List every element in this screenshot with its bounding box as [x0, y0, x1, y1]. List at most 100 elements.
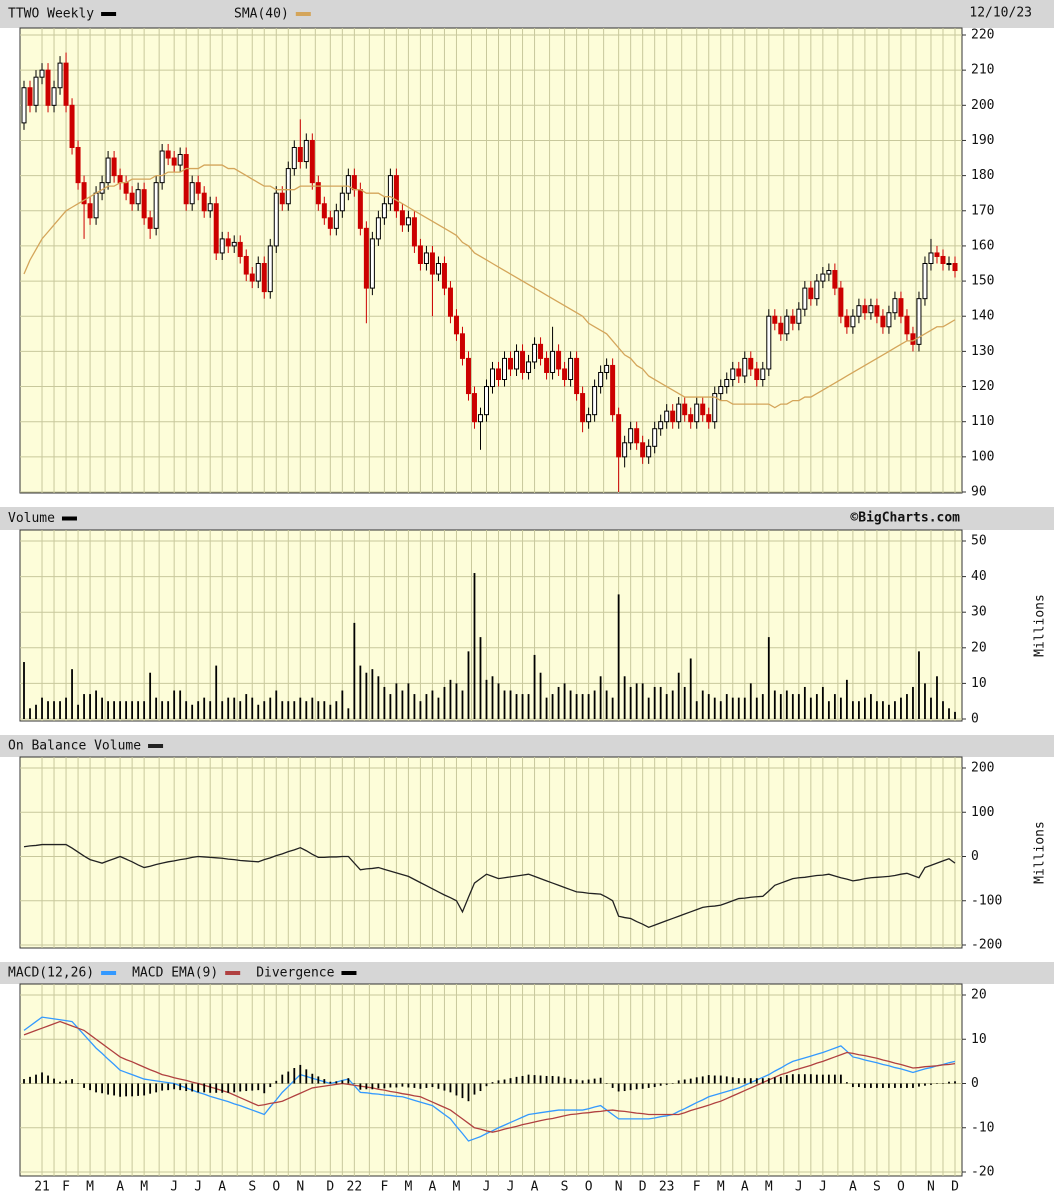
y-tick-label: 190: [971, 133, 994, 148]
candle-body: [117, 175, 123, 184]
bar: [101, 1083, 103, 1094]
x-tick-label: A: [741, 1180, 749, 1195]
candle-body: [670, 410, 676, 423]
bar: [185, 1083, 188, 1092]
y-tick-label: 100: [971, 449, 994, 464]
bar: [65, 1080, 67, 1084]
bar: [35, 704, 37, 719]
candle-body: [868, 305, 874, 314]
bar: [515, 694, 518, 719]
candle-body: [574, 357, 580, 395]
bar: [509, 1078, 512, 1084]
bar: [479, 637, 482, 719]
y-tick-label: 30: [971, 605, 987, 620]
candle-body: [892, 298, 898, 314]
candle-body: [141, 189, 147, 219]
candle-body: [321, 203, 327, 219]
bar: [918, 1083, 920, 1087]
candle-body: [556, 350, 562, 370]
bar: [833, 1074, 836, 1084]
candle-body: [808, 287, 814, 300]
bar: [287, 701, 290, 719]
bar: [653, 1083, 656, 1088]
x-tick-label: F: [62, 1180, 70, 1195]
bar: [425, 694, 428, 719]
bar: [137, 701, 140, 719]
bar: [737, 1078, 740, 1084]
candle-body: [730, 368, 736, 381]
bar: [65, 697, 67, 719]
x-tick-label: 21: [34, 1180, 50, 1195]
candle-body: [267, 245, 273, 293]
bar: [47, 1075, 49, 1084]
bar: [77, 704, 79, 719]
bar: [263, 1083, 266, 1094]
bar: [924, 1083, 926, 1086]
y-tick-label: 180: [971, 168, 994, 183]
bar: [629, 1083, 632, 1091]
candle-body: [435, 263, 441, 275]
bar: [659, 1083, 662, 1086]
bar: [815, 1074, 818, 1084]
candle-body: [796, 308, 802, 324]
bar: [509, 690, 512, 719]
bar: [155, 1083, 158, 1093]
panel-header: [0, 735, 1054, 757]
bar: [629, 686, 632, 719]
bar: [713, 1075, 716, 1084]
candle-body: [387, 175, 393, 205]
candle-body: [159, 150, 165, 184]
bar: [539, 672, 542, 719]
bar: [599, 676, 602, 719]
candle-body: [622, 442, 628, 458]
x-tick-label: M: [717, 1180, 725, 1195]
x-tick-label: O: [897, 1180, 905, 1195]
legend-swatch: [148, 744, 164, 748]
x-tick-label: J: [170, 1180, 178, 1195]
candle-body: [838, 287, 844, 317]
candle-body: [123, 182, 129, 194]
candle-body: [880, 315, 886, 328]
bar: [53, 1078, 55, 1084]
candle-body: [33, 76, 39, 106]
bar: [527, 1074, 530, 1084]
legend-swatch: [101, 12, 117, 16]
bar: [924, 683, 926, 719]
legend-swatch: [295, 12, 311, 16]
bar: [545, 1075, 548, 1084]
candle-body: [856, 305, 862, 317]
bar: [443, 1083, 446, 1091]
bar: [503, 690, 506, 719]
bar: [707, 694, 710, 719]
candle-body: [526, 361, 532, 373]
candle-body: [243, 255, 249, 275]
candle-body: [664, 410, 670, 423]
candle-body: [940, 255, 946, 265]
bar: [906, 1083, 908, 1088]
candle-body: [345, 175, 351, 194]
bar: [695, 1077, 698, 1084]
candle-body: [51, 87, 57, 106]
candle-body: [682, 403, 688, 416]
y-tick-label: 220: [971, 28, 994, 43]
legend-label: On Balance Volume: [8, 739, 141, 754]
bar: [125, 701, 128, 719]
bar: [689, 658, 692, 719]
x-tick-label: A: [116, 1180, 124, 1195]
bar: [71, 1079, 73, 1084]
bar: [888, 704, 890, 719]
y-axis-label: Millions: [1033, 821, 1048, 884]
y-tick-label: -100: [971, 893, 1002, 908]
bar: [281, 701, 284, 719]
bar: [473, 1083, 476, 1095]
bar: [954, 711, 956, 719]
bar: [83, 1083, 85, 1088]
y-axis-label: Millions: [1033, 594, 1048, 657]
candle-body: [333, 210, 339, 229]
bar: [47, 701, 49, 719]
bar: [521, 694, 524, 719]
bar: [521, 1075, 524, 1084]
bar: [395, 1083, 398, 1088]
candle-body: [63, 62, 69, 106]
bar: [431, 690, 434, 719]
